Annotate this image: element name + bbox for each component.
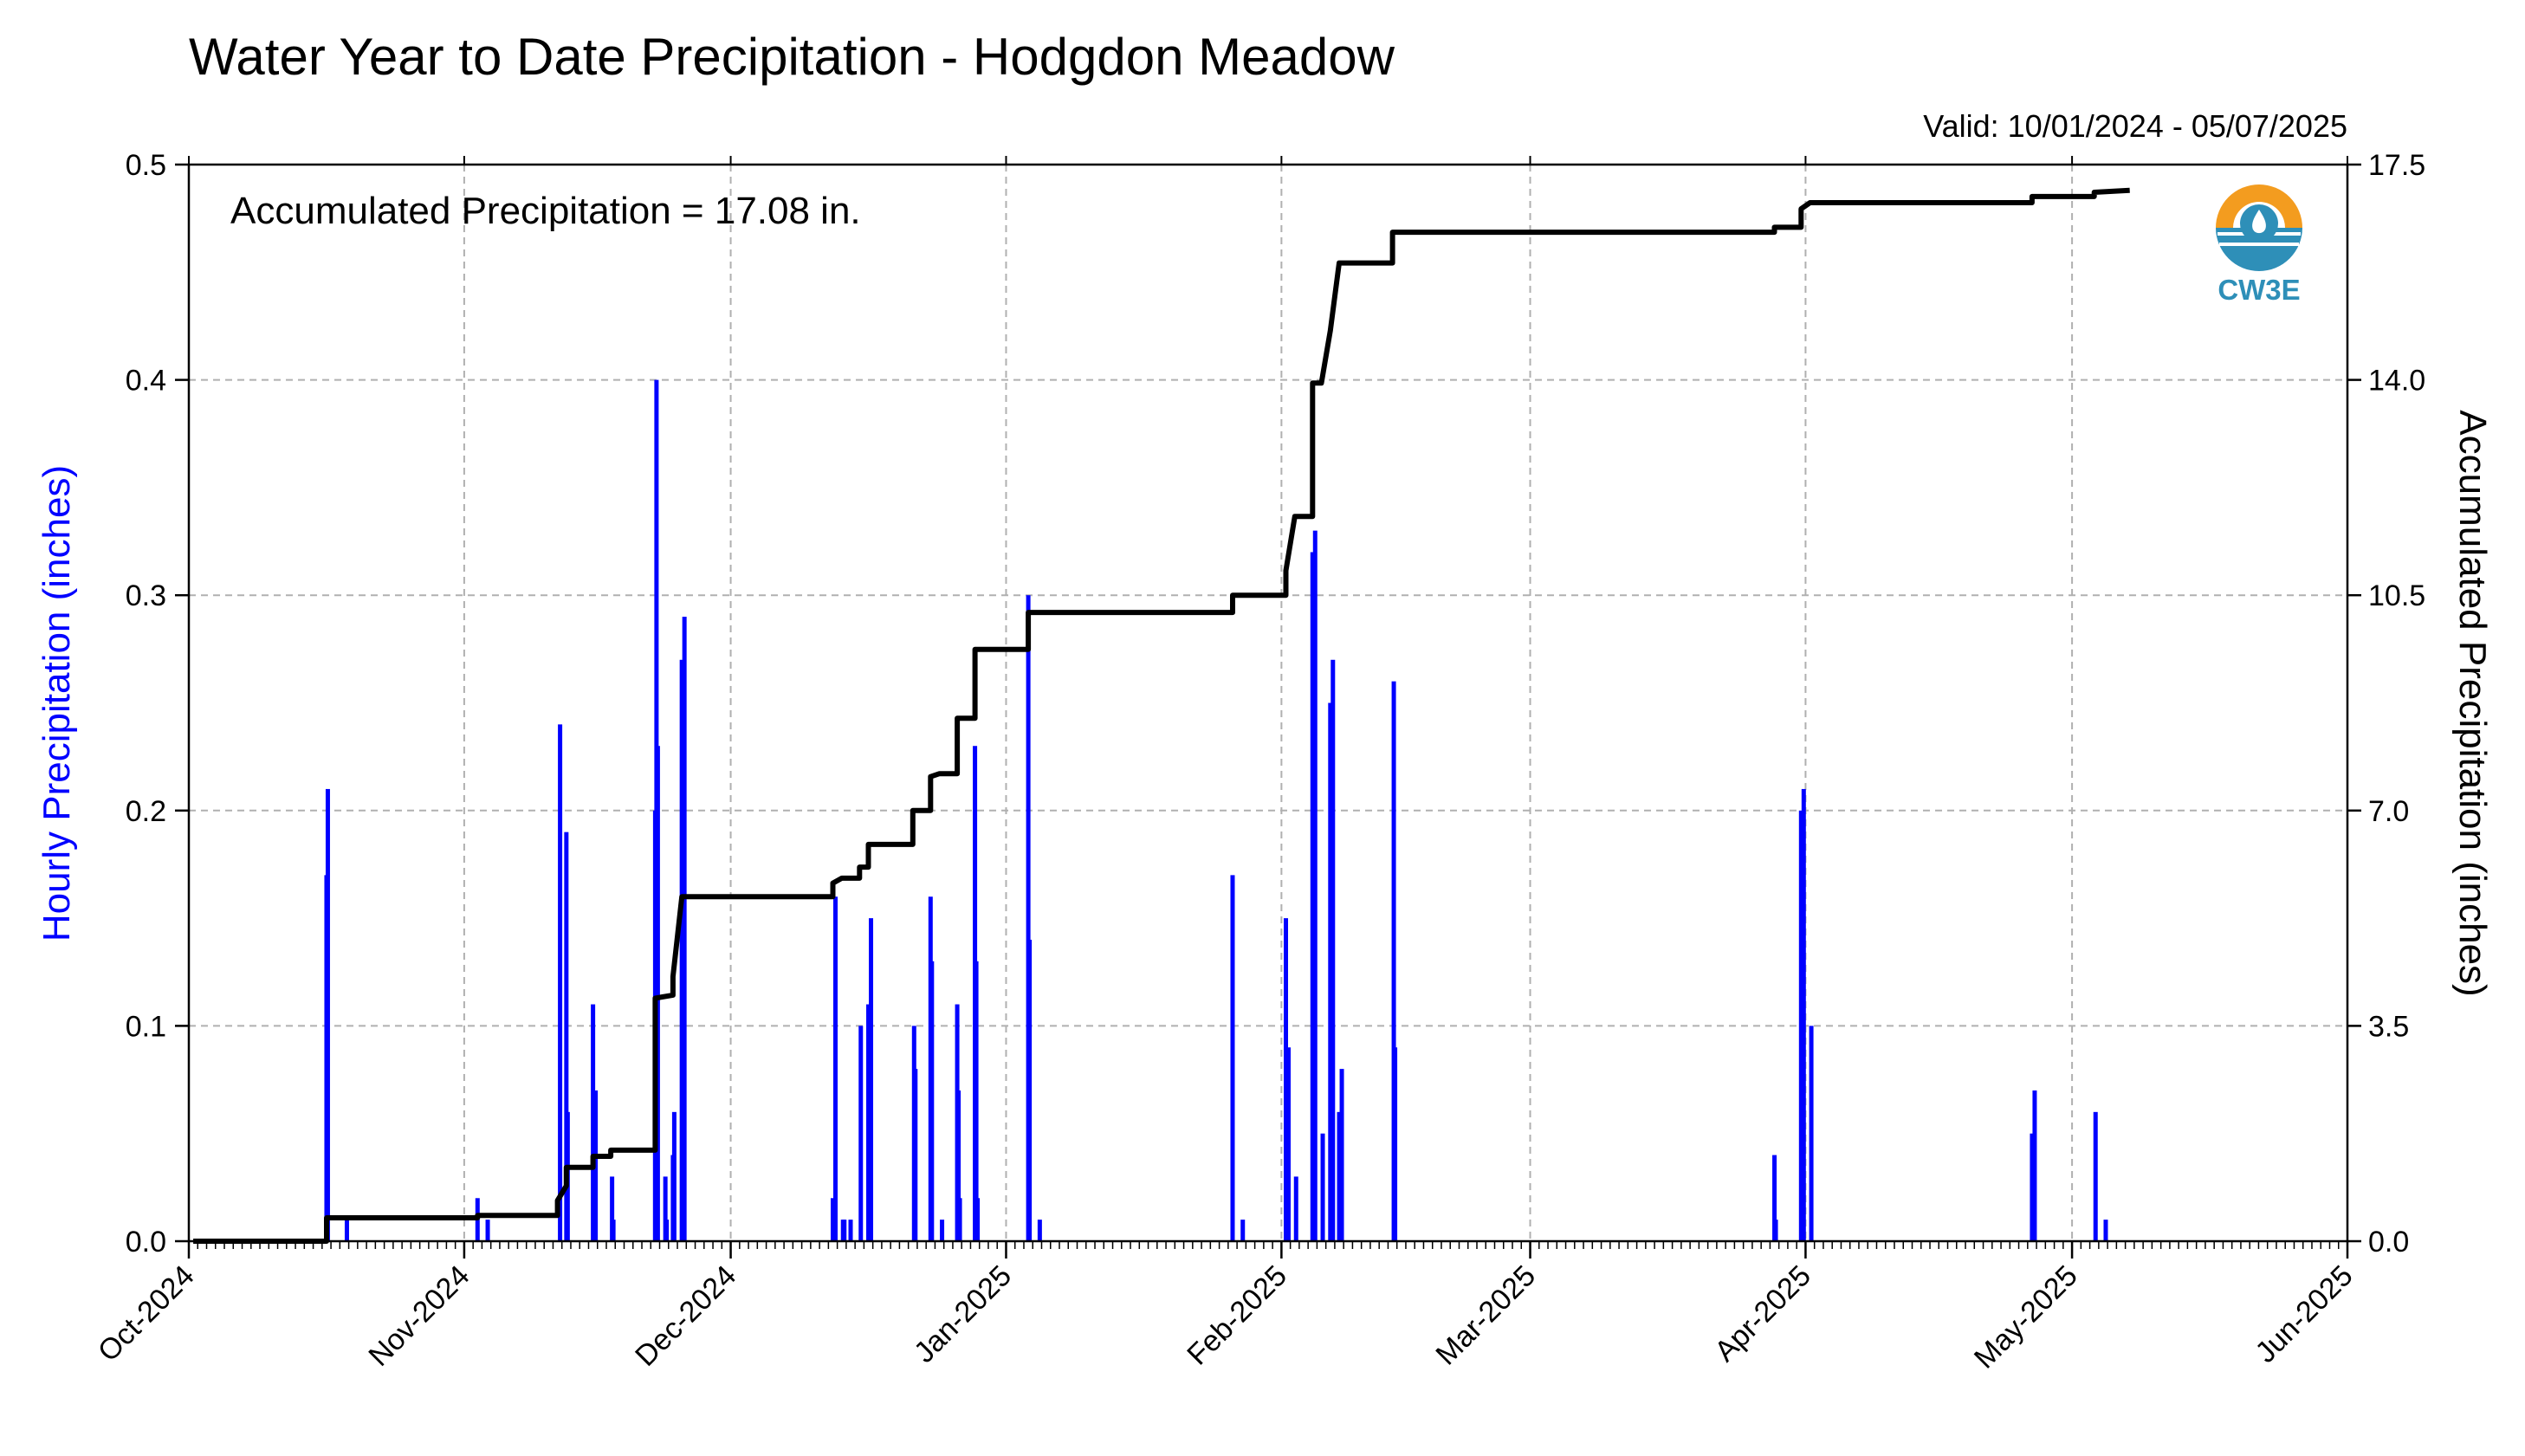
hourly-bar: [1027, 939, 1033, 1241]
hourly-bar: [869, 918, 874, 1241]
hourly-bar: [564, 832, 569, 1241]
hourly-bar: [830, 1198, 835, 1241]
y-left-tick-label: 0.1: [126, 1010, 166, 1043]
hourly-bar: [1240, 1220, 1246, 1241]
hourly-bar: [485, 1220, 490, 1241]
hourly-bar: [957, 1198, 962, 1241]
y-left-tick-label: 0.2: [126, 795, 166, 828]
x-tick-label: Feb-2025: [1181, 1259, 1293, 1372]
x-tick-label: Oct-2024: [92, 1259, 201, 1369]
hourly-bar: [558, 724, 563, 1241]
hourly-bar: [325, 788, 330, 1241]
hourly-bar: [1329, 875, 1334, 1241]
x-axis: Oct-2024 Nov-2024 Dec-2024 Jan-2025 Feb-2025…: [92, 156, 2360, 1375]
water-drop-icon: [2216, 184, 2302, 271]
y-right-tick-label: 10.5: [2368, 579, 2425, 612]
hourly-bar: [610, 1176, 615, 1241]
x-tick-label: Jan-2025: [908, 1259, 1018, 1369]
y-right-tick-label: 17.5: [2368, 149, 2425, 182]
valid-range: Valid: 10/01/2024 - 05/07/2025: [1923, 108, 2347, 144]
hourly-bar: [2103, 1220, 2108, 1241]
y-right-tick-label: 0.0: [2368, 1226, 2409, 1259]
y-right-tick-label: 3.5: [2368, 1010, 2409, 1043]
x-tick-label: Dec-2024: [629, 1259, 742, 1373]
hourly-bar: [913, 1069, 918, 1241]
hourly-bar: [1798, 810, 1803, 1241]
logo-text: CW3E: [2217, 274, 2300, 306]
y-right-tick-label: 14.0: [2368, 365, 2425, 398]
hourly-bar: [682, 617, 687, 1241]
hourly-bar: [671, 1111, 677, 1241]
hourly-bar: [1286, 1047, 1292, 1241]
hourly-bar: [344, 1220, 349, 1241]
hourly-bar: [655, 746, 660, 1241]
hourly-bar: [2093, 1111, 2098, 1241]
hourly-bar: [1773, 1220, 1778, 1241]
y-right-tick-label: 7.0: [2368, 795, 2409, 828]
plot-frame: [187, 163, 2349, 1243]
hourly-bar: [842, 1220, 847, 1241]
hourly-bar: [832, 896, 838, 1241]
hourly-bar: [1809, 1026, 1814, 1241]
hourly-bar: [1339, 1069, 1344, 1241]
hourly-bar: [929, 961, 935, 1241]
y-axis-left-label: Hourly Precipitation (inches): [36, 465, 78, 942]
hourly-bar: [1320, 1133, 1325, 1241]
x-tick-label: Jun-2025: [2250, 1259, 2360, 1369]
hourly-bar: [679, 659, 684, 1241]
hourly-bar: [1230, 875, 1235, 1241]
hourly-bar: [1293, 1176, 1298, 1241]
y-axis-left: 0.0 0.1 0.2 0.3 0.4 0.5: [126, 149, 189, 1259]
hourly-bar: [1284, 918, 1289, 1241]
hourly-bar: [974, 961, 979, 1241]
hourly-bar: [1037, 1220, 1042, 1241]
y-left-tick-label: 0.5: [126, 149, 166, 182]
x-tick-label: Apr-2025: [1708, 1259, 1817, 1369]
y-left-tick-label: 0.4: [126, 365, 166, 398]
accumulated-line-group: [193, 187, 2130, 1244]
cw3e-logo: CW3E: [2216, 184, 2302, 306]
hourly-bar: [664, 1220, 670, 1241]
hourly-bar: [1393, 1047, 1398, 1241]
y-axis-right-label: Accumulated Precipitation (inches): [2451, 410, 2494, 996]
hourly-bar: [1391, 681, 1396, 1241]
hourly-bar: [1772, 1155, 1777, 1241]
hourly-bar: [956, 1090, 961, 1241]
y-left-tick-label: 0.3: [126, 579, 166, 612]
chart-title: Water Year to Date Precipitation - Hodgd…: [189, 28, 1395, 86]
grid-lines: [189, 165, 2347, 1241]
hourly-bar: [848, 1220, 853, 1241]
hourly-bar: [611, 1220, 616, 1241]
hourly-bar: [593, 1090, 599, 1241]
hourly-bar: [1801, 788, 1806, 1241]
hourly-bar: [975, 1198, 981, 1241]
x-tick-label: May-2025: [1968, 1259, 2084, 1375]
hourly-bar: [1337, 1111, 1342, 1241]
hourly-bar: [940, 1220, 945, 1241]
hourly-bar: [591, 1004, 596, 1241]
hourly-bar: [2030, 1133, 2035, 1241]
hourly-bar: [681, 1155, 686, 1241]
hourly-bar: [663, 1176, 668, 1241]
hourly-bar: [1310, 552, 1315, 1241]
x-tick-label: Mar-2025: [1429, 1259, 1542, 1372]
y-axis-right: 0.0 3.5 7.0 10.5 14.0 17.5: [2347, 149, 2425, 1259]
hourly-bar: [1312, 530, 1318, 1241]
y-left-tick-label: 0.0: [126, 1226, 166, 1259]
hourly-bar: [1026, 595, 1031, 1241]
accumulated-line: [193, 187, 2130, 1244]
hourly-bar: [2032, 1090, 2037, 1241]
hourly-bar: [858, 1026, 864, 1241]
x-tick-label: Nov-2024: [362, 1259, 476, 1373]
hourly-bar: [866, 1004, 871, 1241]
accumulated-annotation: Accumulated Precipitation = 17.08 in.: [230, 190, 861, 232]
